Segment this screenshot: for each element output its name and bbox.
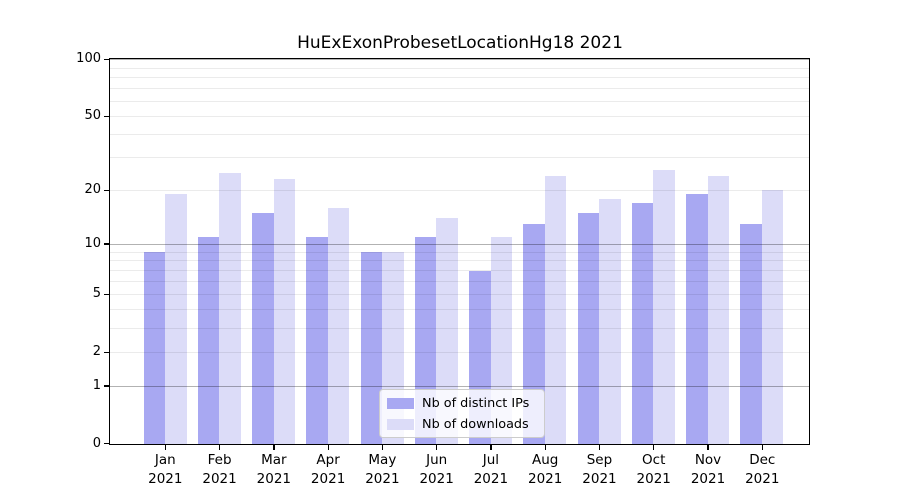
x-tick-mark	[273, 445, 275, 450]
x-tick-mark	[490, 445, 492, 450]
x-tick-mark	[761, 445, 763, 450]
bar-downloads-feb	[219, 172, 241, 444]
x-tick-mark	[164, 445, 166, 450]
plot-inner	[110, 59, 809, 444]
bar-downloads-nov	[707, 175, 730, 444]
gridline-minor	[110, 100, 809, 102]
gridline-minor	[110, 157, 809, 159]
gridline-minor	[110, 260, 809, 262]
x-tick-mark	[381, 445, 384, 450]
x-tick-mark	[653, 445, 655, 450]
bar-downloads-jun	[436, 218, 458, 444]
x-tick-label-dec: Dec 2021	[745, 452, 780, 487]
legend-swatch-downloads	[387, 418, 414, 430]
bar-downloads-jan	[165, 194, 187, 444]
y-tick-label: 2	[92, 344, 101, 360]
legend-swatch-distinct-ips	[387, 397, 414, 409]
gridline-minor	[110, 189, 809, 191]
gridline-minor	[110, 88, 809, 90]
y-tick-label: 50	[84, 108, 101, 124]
x-tick-label-may: May 2021	[365, 452, 400, 487]
gridline-minor	[110, 115, 809, 117]
x-tick-label-sep: Sep 2021	[582, 452, 617, 487]
gridline-minor	[110, 281, 809, 283]
bar-downloads-aug	[544, 175, 567, 444]
x-tick-label-jun: Jun 2021	[419, 452, 454, 487]
gridline-minor	[110, 251, 809, 253]
bar-distinct-ips-nov	[686, 194, 708, 444]
chart-title: HuExExonProbesetLocationHg18 2021	[297, 33, 623, 53]
y-tick-mark	[104, 443, 110, 445]
bar-distinct-ips-mar	[252, 213, 274, 444]
y-tick-label: 1	[92, 377, 101, 393]
legend-entry-downloads: Nb of downloads	[387, 415, 544, 433]
bar-distinct-ips-may	[360, 252, 383, 444]
y-tick-mark	[104, 243, 110, 245]
bar-distinct-ips-feb	[197, 237, 220, 444]
y-tick-label: 100	[76, 51, 101, 67]
gridline-minor	[110, 77, 809, 79]
plot-area	[109, 58, 810, 445]
y-tick-mark	[104, 351, 110, 353]
x-tick-label-feb: Feb 2021	[202, 452, 237, 487]
gridline-minor	[110, 270, 809, 272]
x-tick-mark	[436, 445, 438, 450]
gridline-major	[110, 243, 809, 245]
bar-distinct-ips-apr	[306, 237, 328, 444]
gridline-minor	[110, 134, 809, 136]
x-tick-label-nov: Nov 2021	[690, 452, 726, 487]
x-tick-label-apr: Apr 2021	[310, 452, 346, 487]
legend: Nb of distinct IPs Nb of downloads	[379, 389, 545, 438]
legend-label-downloads: Nb of downloads	[422, 416, 529, 432]
y-tick-label: 5	[92, 286, 101, 302]
gridline-major	[110, 59, 809, 60]
bar-distinct-ips-dec	[740, 224, 762, 444]
gridline-minor	[110, 294, 809, 296]
x-tick-mark	[598, 445, 601, 450]
x-tick-label-jan: Jan 2021	[148, 452, 183, 487]
bar-downloads-mar	[273, 179, 296, 444]
y-tick-label: 20	[84, 182, 101, 198]
x-tick-mark	[544, 445, 546, 450]
gridline-minor	[110, 351, 809, 353]
x-tick-label-mar: Mar 2021	[256, 452, 291, 487]
x-tick-label-jul: Jul 2021	[473, 452, 509, 487]
y-tick-label: 10	[84, 235, 101, 251]
y-tick-label: 0	[92, 435, 101, 451]
bar-downloads-sep	[599, 198, 621, 444]
x-tick-label-aug: Aug 2021	[528, 452, 563, 487]
bar-downloads-dec	[761, 190, 784, 444]
bar-distinct-ips-jan	[143, 252, 165, 444]
x-tick-label-oct: Oct 2021	[636, 452, 671, 487]
bar-downloads-oct	[653, 169, 675, 444]
y-tick-mark	[104, 385, 110, 387]
gridline-major	[110, 385, 809, 387]
x-tick-mark	[707, 445, 709, 450]
bar-distinct-ips-oct	[631, 203, 654, 444]
gridline-minor	[110, 327, 809, 329]
bar-downloads-apr	[327, 208, 350, 444]
legend-label-distinct-ips: Nb of distinct IPs	[422, 395, 530, 411]
y-tick-mark	[104, 115, 110, 117]
legend-entry-distinct-ips: Nb of distinct IPs	[387, 394, 544, 412]
y-tick-mark	[104, 189, 110, 191]
y-tick-mark	[104, 58, 110, 61]
y-tick-mark	[104, 293, 110, 296]
gridline-minor	[110, 67, 809, 69]
gridline-minor	[110, 309, 809, 311]
x-tick-mark	[327, 445, 329, 450]
bar-distinct-ips-sep	[577, 213, 600, 444]
x-tick-mark	[218, 445, 221, 450]
